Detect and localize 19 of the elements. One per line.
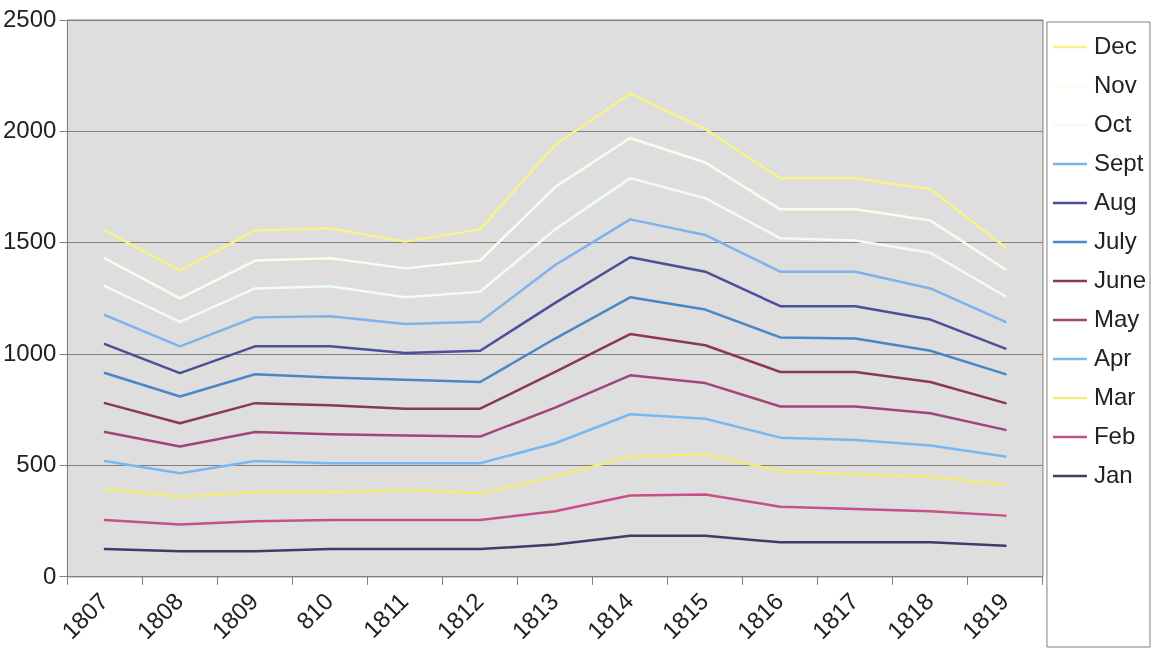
y-tick-label: 500 [16, 450, 57, 478]
legend-label: Oct [1093, 109, 1132, 137]
y-tick-label: 2500 [3, 4, 57, 32]
legend-label: Apr [1093, 343, 1132, 371]
legend-label: July [1093, 226, 1137, 254]
y-tick-label: 2000 [3, 116, 57, 143]
y-tick-label: 1000 [3, 338, 57, 366]
legend-label: Mar [1093, 382, 1136, 410]
legend-label: June [1093, 265, 1146, 293]
x-tick-label: 810 [290, 587, 339, 635]
legend-label: Aug [1093, 187, 1137, 215]
legend-label: Dec [1093, 31, 1137, 59]
legend-label: Nov [1093, 70, 1137, 98]
y-tick-label: 1500 [3, 227, 57, 255]
legend-label: Feb [1093, 421, 1136, 449]
legend-label: Jan [1093, 460, 1133, 488]
y-tick-label: 0 [43, 561, 57, 589]
legend-label: May [1093, 304, 1140, 332]
legend-label: Sept [1093, 148, 1144, 176]
